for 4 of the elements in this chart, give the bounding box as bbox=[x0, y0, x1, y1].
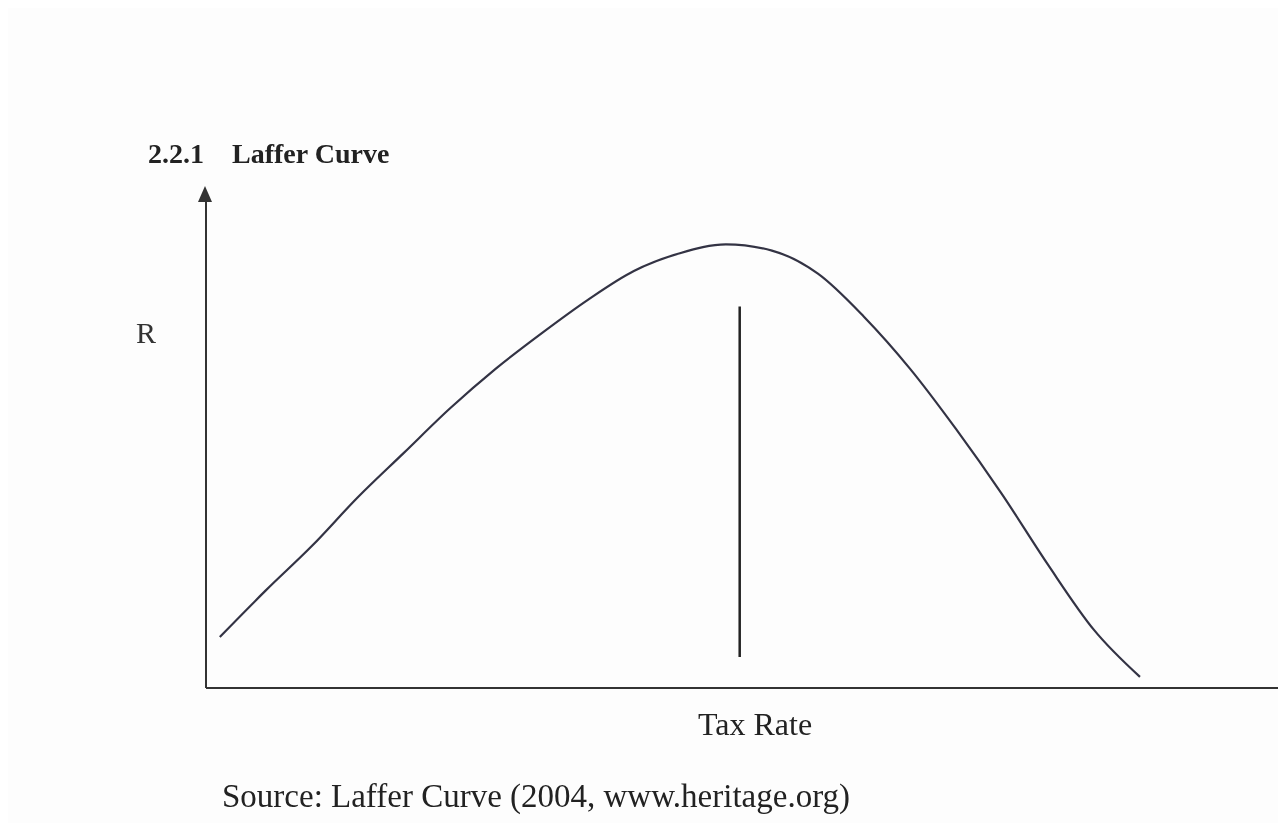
x-axis-title: Tax Rate bbox=[698, 706, 813, 743]
chart-title: 2.2.1 Laffer Curve bbox=[148, 138, 390, 170]
source-note: Source: Laffer Curve (2004, www.heritage.org) bbox=[222, 778, 851, 815]
y-axis-title: R bbox=[136, 316, 157, 350]
